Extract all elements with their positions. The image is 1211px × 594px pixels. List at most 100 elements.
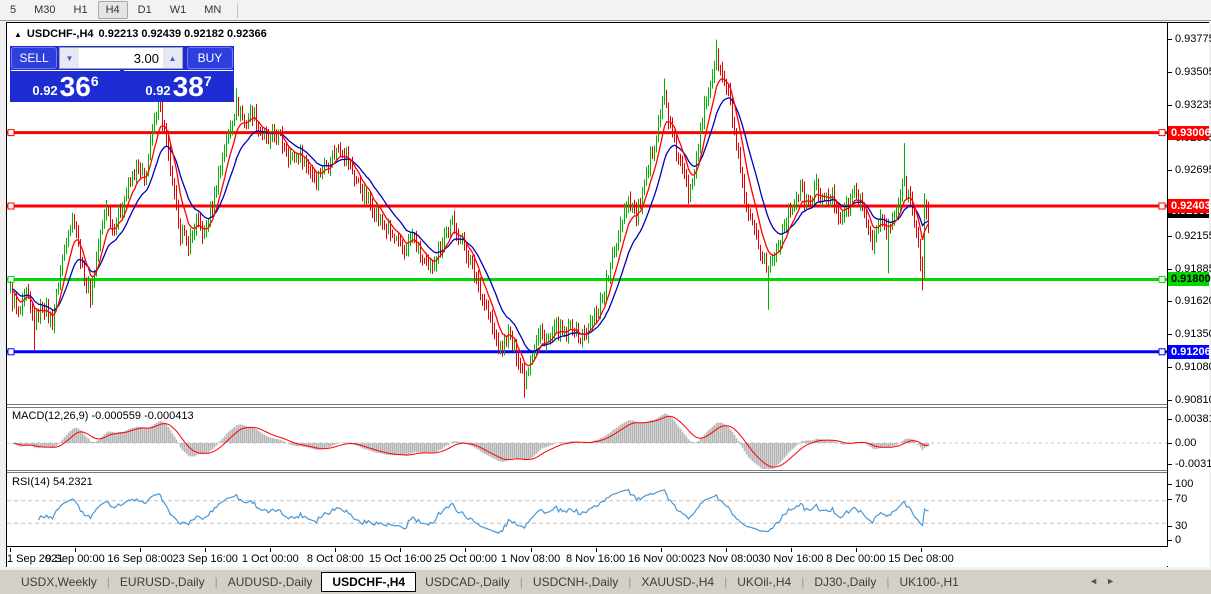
scale-tick-mark xyxy=(1168,399,1172,401)
price-tick-label: 0.91080 xyxy=(1175,361,1211,374)
price-scale[interactable]: 0.937750.935050.932350.929650.926950.921… xyxy=(1168,23,1211,567)
sell-price[interactable]: 0.92 36 6 xyxy=(11,70,120,101)
timeframe-button-5[interactable]: 5 xyxy=(10,4,17,16)
level-handle[interactable] xyxy=(7,348,15,356)
scale-tick-mark xyxy=(1168,464,1172,465)
sell-button[interactable]: SELL xyxy=(11,47,57,69)
buy-price-prefix: 0.92 xyxy=(145,83,171,98)
level-handle[interactable] xyxy=(1158,129,1166,137)
buy-price[interactable]: 0.92 38 7 xyxy=(124,70,233,101)
rsi-panel[interactable] xyxy=(7,472,1167,547)
rsi-chart[interactable] xyxy=(7,472,1167,547)
chart-tab-usdchf-h4[interactable]: USDCHF-,H4 xyxy=(321,572,417,592)
level-price-badge: 0.93006 xyxy=(1168,125,1211,140)
time-tick-label: 16 Sep 08:00 xyxy=(107,553,173,565)
ohlc-collapse-icon[interactable]: ▲ xyxy=(14,29,22,39)
rsi-axis-label: 70 xyxy=(1175,493,1188,505)
scale-separator xyxy=(1167,23,1168,547)
toolbar-separator xyxy=(237,2,239,18)
time-tick-mark xyxy=(725,548,727,552)
buy-price-big: 38 xyxy=(172,71,204,102)
chart-tab-audusd-daily[interactable]: AUDUSD-,Daily xyxy=(227,575,313,589)
scale-tick-mark xyxy=(1168,443,1172,444)
price-tick-label: 0.91885 xyxy=(1175,263,1211,276)
level-price-badge: 0.91206 xyxy=(1168,344,1211,359)
time-tick-label: 8 Dec 00:00 xyxy=(826,553,886,565)
chart-tab-dj30-daily[interactable]: DJ30-,Daily xyxy=(814,575,877,589)
chart-tab-eurusd-daily[interactable]: EURUSD-,Daily xyxy=(119,575,205,589)
price-tick-label: 0.91620 xyxy=(1175,295,1211,308)
chart-tab-usdx-weekly[interactable]: USDX,Weekly xyxy=(21,575,97,589)
price-tick-label: 0.92155 xyxy=(1175,230,1211,243)
volume-input[interactable] xyxy=(79,48,163,68)
time-tick-label: 9 Sep 00:00 xyxy=(45,553,105,565)
timeframe-button-h1[interactable]: H1 xyxy=(73,4,88,16)
tab-scroll-arrows[interactable]: ◄► xyxy=(1089,576,1123,586)
macd-chart[interactable] xyxy=(7,407,1167,471)
rsi-label: RSI(14) 54.2321 xyxy=(12,476,93,488)
chart-tab-xauusd-h4[interactable]: XAUUSD-,H4 xyxy=(641,575,715,589)
tab-separator: | xyxy=(628,575,632,589)
price-tick-label: 0.90810 xyxy=(1175,393,1211,406)
scale-tick-mark xyxy=(1168,334,1172,336)
level-handle[interactable] xyxy=(1158,275,1166,283)
timeframe-toolbar: 5 M30 H1 H4 D1 W1 MN xyxy=(0,0,1211,21)
chart-tab-uk100-h1[interactable]: UK100-,H1 xyxy=(899,575,959,589)
macd-label: MACD(12,26,9) -0.000559 -0.000413 xyxy=(12,410,194,422)
candlestick-chart[interactable] xyxy=(7,23,1167,405)
timeframe-button-h4[interactable]: H4 xyxy=(97,1,128,19)
tab-separator: | xyxy=(886,575,890,589)
time-tick-label: 30 Nov 16:00 xyxy=(758,553,824,565)
macd-signal-line xyxy=(14,415,929,468)
sell-price-big: 36 xyxy=(59,71,91,102)
price-tick-label: 0.92695 xyxy=(1175,164,1211,177)
timeframe-button-m30[interactable]: M30 xyxy=(34,4,56,16)
time-tick-label: 1 Nov 08:00 xyxy=(500,553,561,565)
time-tick-label: 8 Oct 08:00 xyxy=(306,553,364,565)
level-handle[interactable] xyxy=(7,202,15,210)
time-tick-label: 23 Nov 08:00 xyxy=(693,553,759,565)
timeframe-button-w1[interactable]: W1 xyxy=(169,4,187,16)
time-tick-mark xyxy=(205,548,207,552)
chart-symbol-period: USDCHF-,H4 xyxy=(26,28,94,40)
time-tick-mark xyxy=(140,548,142,552)
scale-tick-mark xyxy=(1168,71,1172,73)
chart-tab-usdcnh-daily[interactable]: USDCNH-,Daily xyxy=(532,575,619,589)
time-tick-label: 15 Dec 08:00 xyxy=(888,553,954,565)
chart-tab-ukoil-h4[interactable]: UKOil-,H4 xyxy=(737,575,792,589)
time-tick-mark xyxy=(75,548,77,552)
volume-decrease-button[interactable]: ▼ xyxy=(60,48,79,68)
time-tick-mark xyxy=(660,548,662,552)
time-tick-mark xyxy=(335,548,337,552)
ma-slow-line xyxy=(12,97,929,352)
time-tick-label: 1 Oct 00:00 xyxy=(241,553,299,565)
tab-separator: | xyxy=(214,575,218,589)
macd-panel[interactable] xyxy=(7,407,1167,471)
ma-fast-line xyxy=(12,77,930,367)
timeframe-button-d1[interactable]: D1 xyxy=(137,4,152,16)
time-tick-mark xyxy=(595,548,597,552)
volume-increase-button[interactable]: ▲ xyxy=(163,48,182,68)
level-handle[interactable] xyxy=(1158,202,1166,210)
macd-axis-label: 0.003811 xyxy=(1175,413,1211,425)
chart-tab-bar: USDX,Weekly | EURUSD-,Daily | AUDUSD-,Daily U… xyxy=(0,570,1211,594)
chart-tab-usdcad-daily[interactable]: USDCAD-,Daily xyxy=(425,575,510,589)
time-tick-label: 16 Nov 00:00 xyxy=(627,553,694,565)
time-scale[interactable]: 1 Sep 2021 9 Sep 00:00 16 Sep 08:00 23 Sep … xyxy=(7,548,1167,567)
level-handle[interactable] xyxy=(7,129,15,137)
rsi-line xyxy=(37,488,929,534)
level-handle[interactable] xyxy=(1158,348,1166,356)
timeframe-button-mn[interactable]: MN xyxy=(204,4,222,16)
time-tick-mark xyxy=(530,548,532,552)
scale-tick-mark xyxy=(1168,419,1172,420)
sell-price-prefix: 0.92 xyxy=(32,83,58,98)
macd-axis-label: -0.003115 xyxy=(1175,458,1211,470)
price-chart-panel[interactable] xyxy=(7,23,1167,405)
buy-price-sup: 7 xyxy=(203,73,212,89)
macd-axis-label: 0.00 xyxy=(1175,437,1197,449)
time-tick-mark xyxy=(855,548,857,552)
rsi-axis-label: 30 xyxy=(1175,520,1188,532)
scale-tick-mark xyxy=(1168,104,1172,106)
buy-button[interactable]: BUY xyxy=(187,47,233,69)
tab-separator: | xyxy=(519,575,523,589)
